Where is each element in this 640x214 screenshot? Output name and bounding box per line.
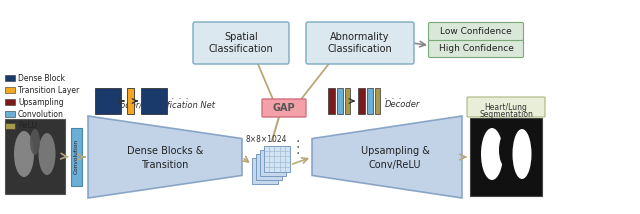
Text: 8×8×1024: 8×8×1024	[245, 135, 287, 144]
Text: ·: ·	[296, 147, 300, 161]
FancyBboxPatch shape	[5, 119, 65, 194]
Text: Convolution: Convolution	[18, 110, 64, 119]
FancyBboxPatch shape	[337, 88, 343, 114]
FancyBboxPatch shape	[429, 22, 524, 40]
Ellipse shape	[481, 128, 503, 180]
Text: Dense Block: Dense Block	[18, 73, 65, 83]
FancyBboxPatch shape	[260, 150, 286, 176]
Polygon shape	[312, 116, 462, 198]
Text: Spatial: Spatial	[224, 32, 258, 42]
FancyBboxPatch shape	[328, 88, 335, 114]
FancyBboxPatch shape	[256, 154, 282, 180]
Text: Convolution: Convolution	[74, 140, 79, 174]
FancyBboxPatch shape	[71, 128, 82, 186]
FancyBboxPatch shape	[505, 146, 507, 186]
Text: ReLU: ReLU	[18, 122, 37, 131]
FancyBboxPatch shape	[5, 123, 15, 129]
FancyBboxPatch shape	[127, 88, 134, 114]
FancyBboxPatch shape	[264, 146, 290, 172]
FancyBboxPatch shape	[358, 88, 365, 114]
FancyBboxPatch shape	[345, 88, 350, 114]
Text: Encoder/Classification Net: Encoder/Classification Net	[105, 100, 215, 109]
Text: Segmentation: Segmentation	[479, 110, 533, 119]
FancyBboxPatch shape	[429, 40, 524, 58]
FancyBboxPatch shape	[193, 22, 289, 64]
Text: High Confidence: High Confidence	[438, 44, 513, 53]
FancyBboxPatch shape	[5, 75, 15, 81]
Text: GAP: GAP	[273, 103, 295, 113]
Ellipse shape	[14, 131, 34, 177]
Text: · · ·: · · ·	[384, 94, 402, 104]
Text: Classification: Classification	[328, 44, 392, 54]
Text: Decoder: Decoder	[384, 100, 420, 109]
Text: Abnormality: Abnormality	[330, 32, 390, 42]
FancyBboxPatch shape	[252, 158, 278, 184]
Text: ·: ·	[296, 135, 300, 149]
FancyBboxPatch shape	[306, 22, 414, 64]
FancyBboxPatch shape	[375, 88, 380, 114]
FancyBboxPatch shape	[5, 87, 15, 93]
Ellipse shape	[30, 129, 40, 155]
Polygon shape	[88, 116, 242, 198]
FancyBboxPatch shape	[470, 118, 542, 196]
Text: ·: ·	[296, 141, 300, 155]
Text: Low Confidence: Low Confidence	[440, 27, 512, 36]
FancyBboxPatch shape	[95, 88, 121, 114]
Ellipse shape	[38, 133, 56, 175]
FancyBboxPatch shape	[5, 99, 15, 105]
Text: · · ·: · · ·	[171, 94, 189, 104]
FancyBboxPatch shape	[5, 111, 15, 117]
Text: Transition Layer: Transition Layer	[18, 86, 79, 95]
Text: Classification: Classification	[209, 44, 273, 54]
Ellipse shape	[499, 134, 511, 166]
Text: Conv/ReLU: Conv/ReLU	[369, 160, 421, 170]
FancyBboxPatch shape	[141, 88, 167, 114]
FancyBboxPatch shape	[262, 99, 306, 117]
Text: Heart/Lung: Heart/Lung	[484, 103, 527, 111]
FancyBboxPatch shape	[467, 97, 545, 117]
Text: Transition: Transition	[141, 160, 189, 170]
Text: Upsampling &: Upsampling &	[360, 146, 429, 156]
Ellipse shape	[513, 129, 531, 179]
Text: Dense Blocks &: Dense Blocks &	[127, 146, 203, 156]
FancyBboxPatch shape	[367, 88, 373, 114]
Text: Upsampling: Upsampling	[18, 98, 63, 107]
